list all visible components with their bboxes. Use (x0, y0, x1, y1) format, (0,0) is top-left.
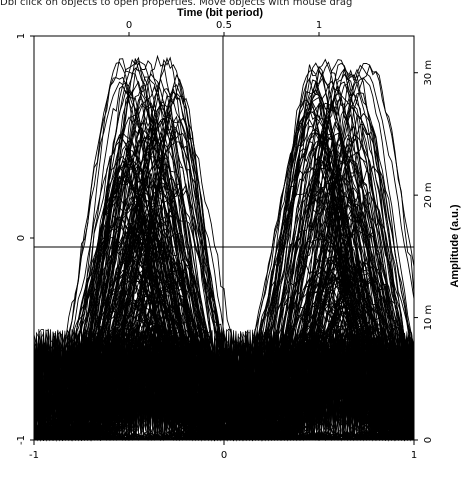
trace-layer (33, 54, 415, 442)
x-top-tick-label: 0 (126, 20, 132, 31)
y-right-tick-label: 10 m (423, 305, 434, 331)
x-bottom-tick-label: 1 (411, 450, 417, 461)
y-right-tick-label: 20 m (423, 182, 434, 208)
x-bottom-tick-label: 0 (221, 450, 227, 461)
y-left-tick-label: -1 (16, 435, 27, 445)
y-right-tick-label: 30 m (423, 60, 434, 86)
y-left-tick-label: 1 (16, 33, 27, 39)
x-top-tick-label: 0.5 (216, 20, 232, 31)
x-bottom-tick-label: -1 (29, 450, 39, 461)
axes-layer: -1 0 1 0 0.5 1 1 0 -1 30 m 20 m 10 m 0 (16, 20, 434, 461)
x-top-tick-label: 1 (316, 20, 322, 31)
instruction-hint: Dbl click on objects to open properties.… (0, 0, 353, 8)
y-axis-label-right: Amplitude (a.u.) (449, 204, 461, 287)
noise-trace (33, 328, 415, 440)
y-left-tick-label: 0 (16, 235, 27, 241)
noise-trace (33, 328, 415, 440)
chart-title: Time (bit period) (177, 7, 263, 19)
y-right-tick-label: 0 (423, 437, 434, 443)
